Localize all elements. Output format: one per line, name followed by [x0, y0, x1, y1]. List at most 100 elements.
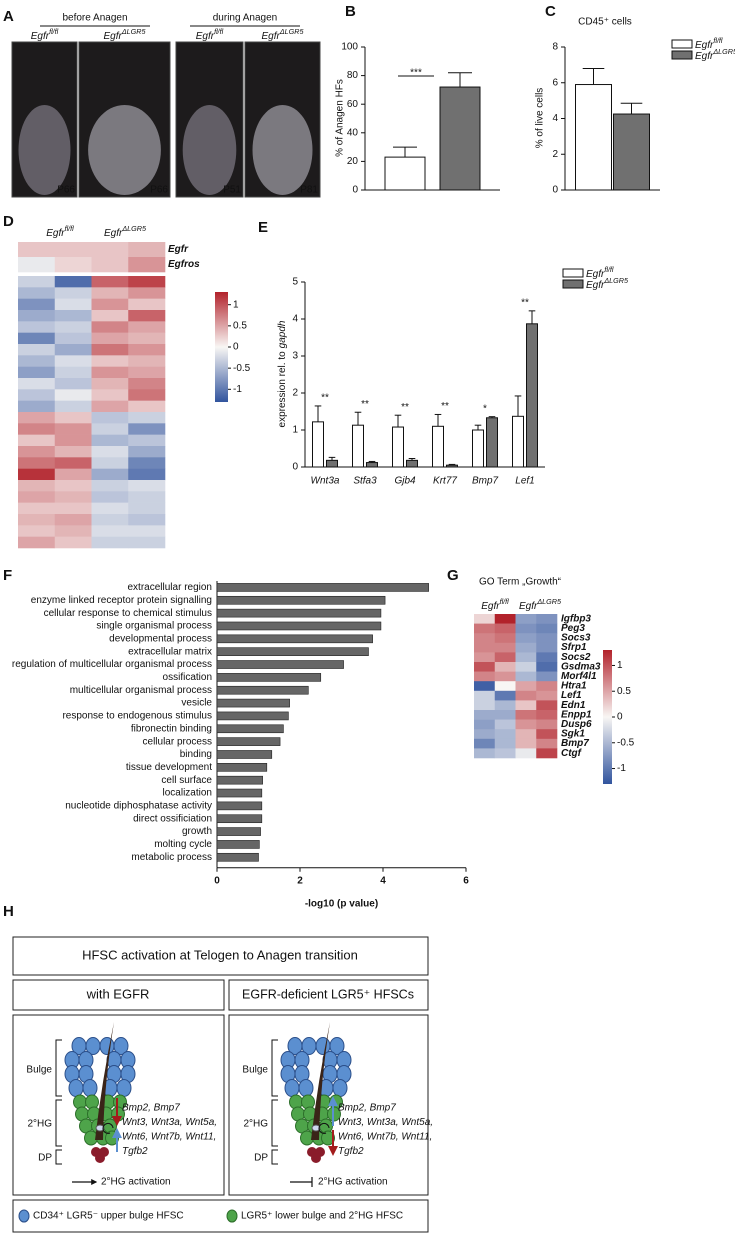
- y-tick-label: molting cycle: [154, 839, 212, 850]
- heat-cell: [474, 700, 496, 711]
- chart-title: GO Term „Growth“: [479, 577, 561, 588]
- bulge-cell: [68, 1079, 84, 1097]
- heat-cell: [54, 242, 92, 258]
- heat-cell: [54, 276, 92, 288]
- row-label: Socs3: [561, 633, 591, 644]
- legend-swatch: [671, 39, 693, 49]
- row-label: Morf4l1: [561, 671, 597, 682]
- heat-cell: [515, 662, 537, 672]
- heading-box: [12, 979, 225, 1011]
- heat-cell: [91, 412, 129, 424]
- heat-cell: [515, 623, 537, 634]
- heat-cell: [536, 729, 558, 740]
- heat-cell: [128, 480, 166, 492]
- y-tick-label: binding: [180, 749, 212, 760]
- heat-cell: [128, 257, 166, 273]
- x-tick-label: Lef1: [515, 476, 534, 487]
- heat-cell: [128, 366, 166, 379]
- heat-cell: [515, 652, 537, 663]
- y-tick-label: 0: [552, 185, 558, 196]
- x-tick-label: Stfa3: [353, 476, 377, 487]
- heat-cell: [18, 423, 56, 435]
- row-label: Edn1: [561, 700, 586, 711]
- heat-cell: [54, 287, 92, 299]
- heat-cell: [18, 378, 56, 390]
- heat-cell: [91, 514, 129, 526]
- heat-cell: [91, 502, 129, 515]
- label-sup: ΔLGR5: [712, 47, 735, 56]
- heat-cell: [494, 700, 516, 711]
- row-label: Gsdma3: [561, 661, 601, 672]
- gene-list: Wnt6, Wnt7b, Wnt11,: [122, 1132, 216, 1143]
- heat-cell: [128, 412, 166, 424]
- row-label: Htra1: [561, 681, 587, 692]
- heat-cell: [128, 491, 166, 503]
- heat-cell: [91, 389, 129, 401]
- bar: [216, 608, 382, 618]
- y-tick-label: regulation of multicellular organismal p…: [12, 659, 212, 670]
- heat-cell: [474, 710, 496, 720]
- heat-cell: [515, 729, 537, 740]
- bar: [312, 421, 324, 468]
- y-tick-label: tissue development: [126, 762, 212, 773]
- colorbar-tick-label: -1: [233, 384, 242, 395]
- y-tick-label: localization: [163, 788, 212, 799]
- label-base: Egfr: [104, 31, 123, 42]
- label-base: Egfr: [262, 31, 281, 42]
- heat-cell: [494, 614, 516, 624]
- dp-cell: [95, 1153, 105, 1163]
- y-tick-label: 20: [347, 156, 359, 167]
- y-tick-label: enzyme linked receptor protein signallin…: [31, 595, 212, 606]
- bar: [486, 417, 498, 468]
- heat-cell: [18, 457, 56, 469]
- heat-cell: [474, 729, 496, 740]
- heat-cell: [91, 468, 129, 481]
- heat-cell: [494, 652, 516, 663]
- label-base: Egfr: [695, 40, 714, 51]
- heat-cell: [91, 366, 129, 379]
- heat-cell: [18, 287, 56, 299]
- genotype-label: EgfrΔLGR5: [262, 27, 305, 42]
- heat-cell: [474, 633, 496, 644]
- significance: **: [441, 401, 449, 412]
- heat-cell: [515, 642, 537, 653]
- row-label: Egfros: [168, 259, 200, 270]
- heat-cell: [474, 738, 496, 749]
- heat-cell: [18, 446, 56, 458]
- column-label: Egfrfl/fl: [481, 597, 509, 612]
- heat-cell: [18, 389, 56, 401]
- y-tick-label: developmental process: [109, 633, 212, 644]
- heat-cell: [494, 681, 516, 692]
- label-sup: ΔLGR5: [121, 224, 147, 233]
- bar: [216, 750, 273, 759]
- heat-cell: [494, 748, 516, 759]
- y-axis-label: % of live cells: [535, 88, 546, 149]
- hg-cell: [321, 1130, 335, 1146]
- heat-cell: [128, 321, 166, 333]
- bar: [472, 429, 484, 468]
- row-label: Socs2: [561, 652, 591, 663]
- heat-cell: [54, 502, 92, 515]
- heat-cell: [515, 748, 537, 759]
- heat-cell: [18, 536, 56, 549]
- x-tick-label: 6: [463, 875, 469, 886]
- label-base: Egfr: [695, 51, 714, 62]
- heat-cell: [91, 321, 129, 333]
- bar: [326, 459, 338, 468]
- heat-cell: [91, 355, 129, 367]
- x-tick-label: 0: [214, 875, 220, 886]
- bar: [216, 763, 268, 772]
- age-label: P66: [57, 185, 75, 196]
- heat-cell: [536, 633, 558, 644]
- heat-cell: [91, 298, 129, 311]
- column-label: EgfrΔLGR5: [104, 224, 147, 239]
- bar: [439, 86, 481, 191]
- row-label: Bmp7: [561, 738, 589, 749]
- heat-cell: [128, 423, 166, 435]
- bar: [216, 827, 261, 836]
- loop-arrow: [102, 1122, 114, 1134]
- y-tick-label: multicellular organismal process: [70, 685, 212, 696]
- heat-cell: [18, 344, 56, 356]
- heat-cell: [91, 536, 129, 549]
- bar: [216, 647, 369, 656]
